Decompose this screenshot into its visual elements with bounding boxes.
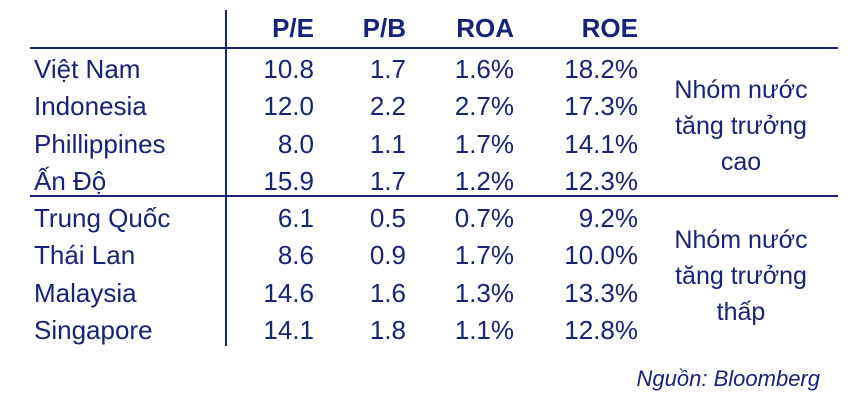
header-divider — [30, 47, 838, 49]
row-label-country: Indonesia — [34, 91, 147, 121]
cell-pe: 8.0 — [277, 129, 314, 159]
cell-pe: 12.0 — [263, 91, 314, 121]
group-label-line: tăng trưởng — [675, 112, 807, 140]
cell-pb: 2.2 — [369, 91, 406, 121]
group-label-line: cao — [720, 148, 762, 176]
row-label-country: Ấn Độ — [34, 166, 107, 196]
group-label-low-growth: Nhóm nước tăng trưởng thấp — [646, 222, 836, 330]
column-header-pb: P/B — [362, 13, 406, 43]
cell-roa: 1.1% — [454, 315, 514, 345]
cell-roe: 18.2% — [564, 54, 638, 84]
group-label-line: thấp — [716, 298, 766, 326]
group-divider — [30, 195, 838, 197]
column-header-pe: P/E — [272, 13, 314, 43]
cell-roe: 9.2% — [578, 203, 638, 233]
cell-pb: 0.9 — [369, 240, 406, 270]
cell-pe: 8.6 — [277, 240, 314, 270]
cell-roa: 1.2% — [454, 166, 514, 196]
cell-pe: 6.1 — [277, 203, 314, 233]
cell-roe: 17.3% — [564, 91, 638, 121]
row-label-country: Trung Quốc — [34, 203, 171, 233]
column-header-roe: ROE — [581, 13, 638, 43]
cell-roa: 1.3% — [454, 278, 514, 308]
cell-roe: 13.3% — [564, 278, 638, 308]
cell-pe: 14.1 — [263, 315, 314, 345]
vertical-divider — [225, 10, 227, 346]
group-label-line: Nhóm nước — [674, 76, 808, 104]
cell-roa: 0.7% — [454, 203, 514, 233]
row-label-country: Thái Lan — [34, 240, 136, 270]
cell-pb: 1.7 — [369, 166, 406, 196]
cell-pb: 1.6 — [369, 278, 406, 308]
cell-pe: 14.6 — [263, 278, 314, 308]
cell-roe: 14.1% — [564, 129, 638, 159]
column-header-roa: ROA — [456, 13, 514, 43]
cell-roa: 1.7% — [454, 240, 514, 270]
cell-pb: 1.7 — [369, 54, 406, 84]
row-label-country: Malaysia — [34, 278, 137, 308]
cell-roe: 12.3% — [564, 166, 638, 196]
cell-roa: 2.7% — [454, 91, 514, 121]
cell-roa: 1.7% — [454, 129, 514, 159]
cell-roe: 10.0% — [564, 240, 638, 270]
cell-roa: 1.6% — [454, 54, 514, 84]
cell-roe: 12.8% — [564, 315, 638, 345]
group-label-high-growth: Nhóm nước tăng trưởng cao — [646, 72, 836, 180]
group-label-line: Nhóm nước — [674, 226, 808, 254]
row-label-country: Việt Nam — [34, 54, 141, 84]
source-note: Nguồn: Bloomberg — [636, 366, 820, 391]
cell-pb: 0.5 — [369, 203, 406, 233]
cell-pe: 15.9 — [263, 166, 314, 196]
cell-pb: 1.8 — [369, 315, 406, 345]
group-label-line: tăng trưởng — [675, 262, 807, 290]
cell-pe: 10.8 — [263, 54, 314, 84]
cell-pb: 1.1 — [369, 129, 406, 159]
row-label-country: Singapore — [34, 315, 153, 345]
row-label-country: Phillippines — [34, 129, 166, 159]
